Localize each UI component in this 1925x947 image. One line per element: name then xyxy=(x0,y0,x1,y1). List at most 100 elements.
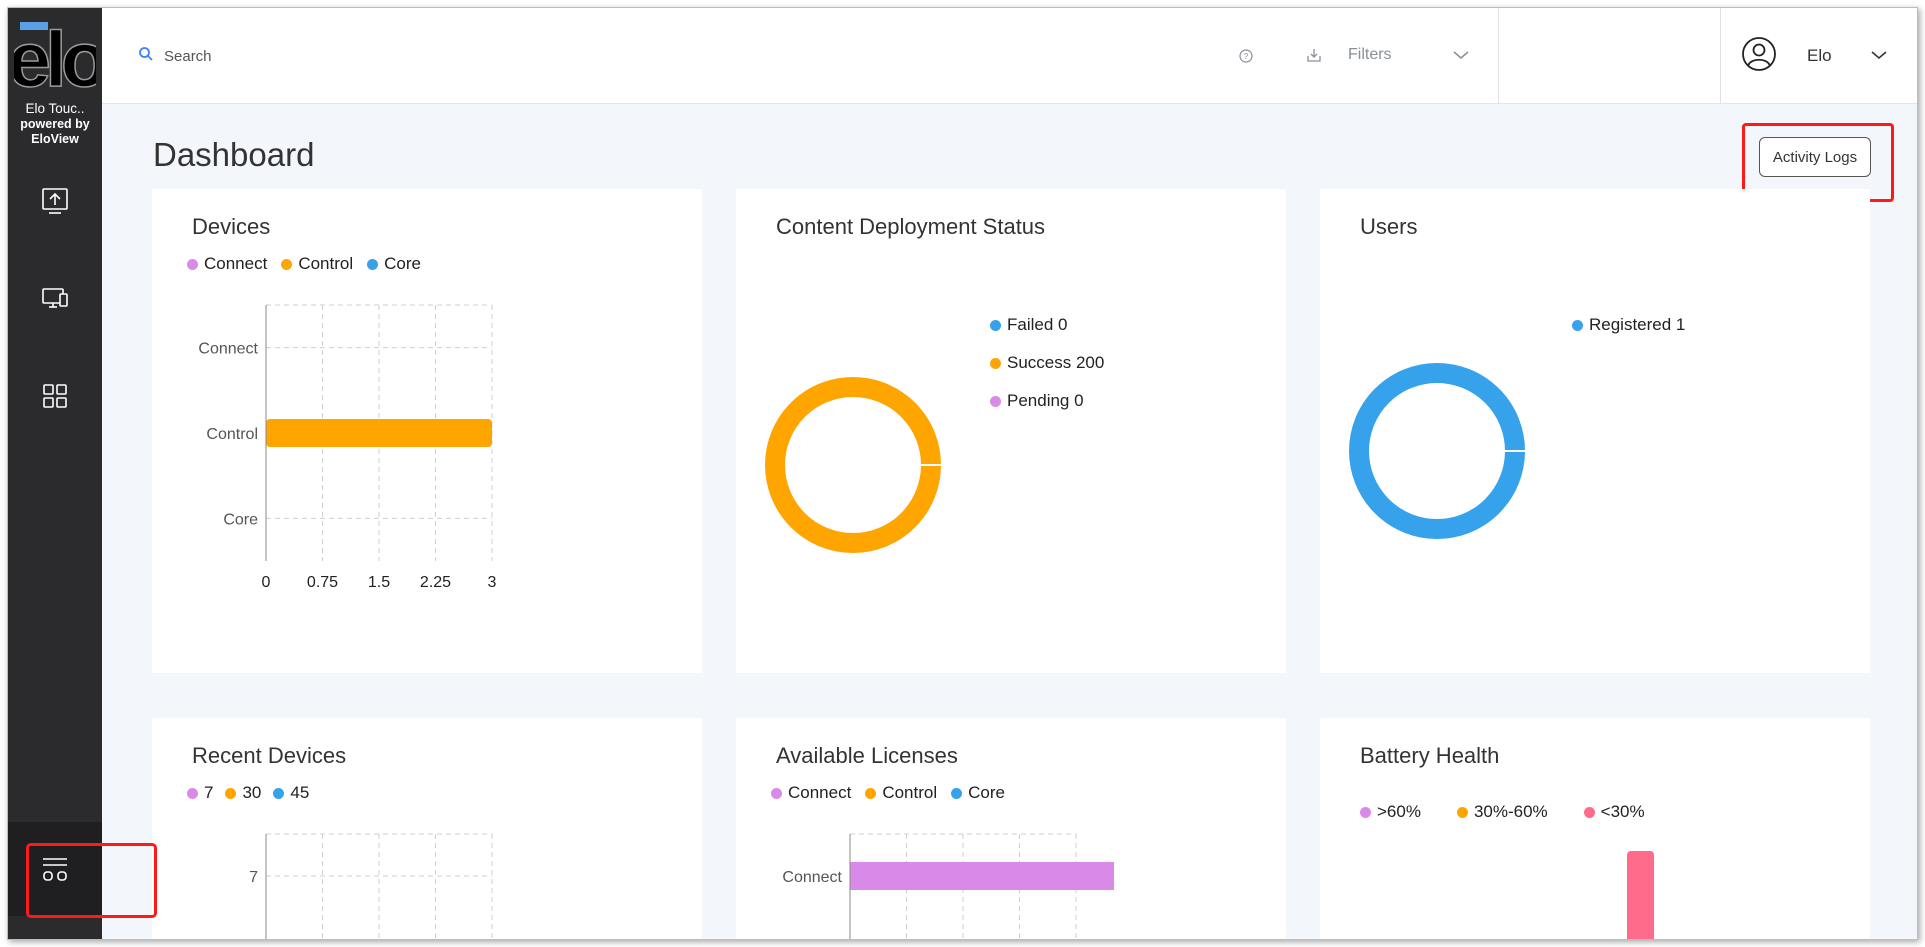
legend-label: 30%-60% xyxy=(1473,802,1548,821)
legend-item-45[interactable]: 45 xyxy=(273,783,309,803)
legend-dot xyxy=(1572,319,1583,331)
recent-devices-card: Recent Devices 7 30 45 7 xyxy=(152,718,702,939)
recent-devices-chart: 7 xyxy=(249,833,493,939)
chevron-down-icon[interactable] xyxy=(1870,48,1888,60)
chart-legend: Connect Control Core xyxy=(771,783,1005,803)
legend-item-core[interactable]: Core xyxy=(951,783,1005,803)
card-title: Battery Health xyxy=(1360,743,1500,768)
user-name[interactable]: Elo xyxy=(1807,46,1832,65)
legend-item-pending[interactable]: Pending 0 xyxy=(990,391,1104,411)
legend-dot xyxy=(990,357,1001,369)
legend-label: Registered 1 xyxy=(1589,315,1686,334)
legend-dot xyxy=(273,787,285,799)
brand-powered-by: powered by EloView xyxy=(20,117,90,146)
legend-dot xyxy=(1360,806,1371,818)
legend-dot xyxy=(187,787,198,799)
legend-item-registered[interactable]: Registered 1 xyxy=(1572,315,1685,335)
y-tick-label: Control xyxy=(206,426,258,443)
legend-dot xyxy=(1583,806,1595,818)
card-title: Recent Devices xyxy=(192,743,347,768)
highlight-box xyxy=(26,843,157,918)
legend-item-30[interactable]: 30 xyxy=(225,783,261,803)
app-window: elo Elo Touc.. powered by EloView xyxy=(7,7,1918,940)
legend-label: <30% xyxy=(1600,802,1645,821)
legend-label: 30 xyxy=(242,783,262,802)
users-slice-registered xyxy=(1349,363,1525,539)
legend-label: 7 xyxy=(204,783,214,802)
legend-label: 45 xyxy=(290,783,310,802)
chart-legend: >60% 30%-60% <30% xyxy=(1360,802,1645,822)
page-title: Dashboard xyxy=(153,136,315,173)
legend-item-30-60[interactable]: 30%-60% xyxy=(1456,802,1548,822)
legend-item-above-60[interactable]: >60% xyxy=(1360,802,1421,822)
legend-dot xyxy=(990,319,1001,331)
user-avatar-icon[interactable] xyxy=(1740,35,1778,73)
legend-item-core[interactable]: Core xyxy=(367,254,421,274)
chart-legend: Connect Control Core xyxy=(187,254,421,274)
logo-text: elo xyxy=(14,16,96,96)
brand-label: Elo Touc.. powered by EloView xyxy=(8,101,102,147)
legend-label: Control xyxy=(298,254,354,273)
legend-label: Failed 0 xyxy=(1007,315,1068,334)
upload-icon[interactable] xyxy=(39,185,71,217)
legend-item-below-30[interactable]: <30% xyxy=(1583,802,1645,822)
y-tick-label: Connect xyxy=(782,869,842,886)
x-tick-label: 2.25 xyxy=(420,574,451,591)
card-title: Users xyxy=(1360,214,1418,239)
content-deployment-card: Content Deployment Status Failed 0 Succe… xyxy=(736,189,1286,673)
devices-card: Devices Connect Control Core 0 0.75 1.5 2.2… xyxy=(152,189,702,673)
legend-label: Core xyxy=(968,783,1005,802)
filter-download-icon[interactable] xyxy=(1305,46,1323,64)
activity-logs-button[interactable]: Activity Logs xyxy=(1759,137,1871,177)
legend-label: Pending 0 xyxy=(1007,391,1084,410)
devices-icon[interactable] xyxy=(39,282,71,314)
chevron-down-icon[interactable] xyxy=(1452,48,1470,60)
apps-grid-icon[interactable] xyxy=(39,380,71,412)
legend-dot xyxy=(990,395,1001,407)
svg-text:?: ? xyxy=(1244,52,1249,61)
content-deployment-donut-chart xyxy=(765,377,942,553)
bar-control-control xyxy=(266,419,492,447)
legend-label: Success 200 xyxy=(1007,353,1105,372)
search-icon[interactable] xyxy=(138,46,154,62)
battery-health-chart xyxy=(1627,851,1654,939)
legend-dot xyxy=(367,258,379,270)
search-input[interactable] xyxy=(164,44,464,68)
divider xyxy=(1498,8,1499,104)
legend-item-control[interactable]: Control xyxy=(281,254,353,274)
elo-logo[interactable]: elo xyxy=(8,14,112,104)
available-licenses-card: Available Licenses Connect Control Core … xyxy=(736,718,1286,939)
top-bar: ? Filters Elo xyxy=(102,8,1917,104)
battery-health-card: Battery Health >60% 30%-60% <30% xyxy=(1320,718,1870,939)
x-tick-label: 0 xyxy=(262,574,271,591)
users-card: Users Registered 1 xyxy=(1320,189,1870,673)
y-tick-label: Connect xyxy=(198,341,258,358)
x-tick-label: 3 xyxy=(488,574,497,591)
legend-dot xyxy=(281,258,293,270)
legend-item-failed[interactable]: Failed 0 xyxy=(990,315,1104,335)
legend-item-connect[interactable]: Connect xyxy=(187,254,267,274)
available-licenses-chart: Connect xyxy=(782,833,1114,939)
legend-dot xyxy=(1456,806,1468,818)
bar-connect xyxy=(850,862,1114,890)
legend-item-connect[interactable]: Connect xyxy=(771,783,851,803)
card-title: Available Licenses xyxy=(776,743,958,768)
legend-item-7[interactable]: 7 xyxy=(187,783,213,803)
bar-below-30 xyxy=(1627,851,1654,939)
card-title: Content Deployment Status xyxy=(776,214,1046,239)
legend-label: Core xyxy=(384,254,421,273)
divider xyxy=(1720,8,1721,104)
filters-label[interactable]: Filters xyxy=(1348,46,1392,63)
legend-dot xyxy=(771,787,782,799)
card-title: Devices xyxy=(192,214,271,239)
y-tick-label: Core xyxy=(223,511,258,528)
legend-item-success[interactable]: Success 200 xyxy=(990,353,1104,373)
legend-item-control[interactable]: Control xyxy=(865,783,937,803)
y-tick-label: 7 xyxy=(249,869,258,886)
sidebar-bottom xyxy=(8,822,102,916)
users-donut-chart xyxy=(1349,363,1526,539)
x-tick-label: 1.5 xyxy=(368,574,390,591)
help-icon[interactable]: ? xyxy=(1238,48,1254,64)
menu-toggle-icon[interactable] xyxy=(39,853,71,885)
legend-label: >60% xyxy=(1377,802,1421,821)
